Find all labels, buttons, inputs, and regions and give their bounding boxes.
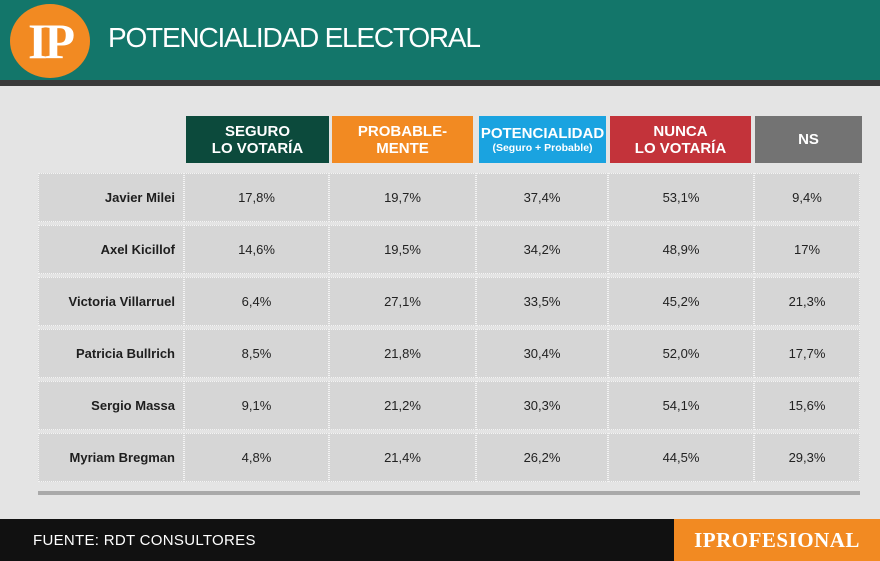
value-cell-potencialidad: 37,4% [476, 173, 608, 222]
value-cell-nunca: 54,1% [608, 381, 754, 430]
column-header-label: SEGURO [224, 122, 290, 140]
page-title: POTENCIALIDAD ELECTORAL [108, 22, 481, 53]
value-cell-ns: 15,6% [754, 381, 860, 430]
column-header-sublabel: (Seguro + Probable) [492, 141, 593, 154]
table-row: Javier Milei 17,8% 19,7% 37,4% 53,1% 9,4% [38, 173, 860, 224]
value-cell-probable: 21,4% [329, 433, 476, 482]
value-cell-probable: 19,7% [329, 173, 476, 222]
value-cell-seguro: 17,8% [184, 173, 329, 222]
header-banner [0, 0, 880, 80]
column-header-seguro: SEGURO LO VOTARÍA [186, 116, 329, 163]
value-cell-potencialidad: 33,5% [476, 277, 608, 326]
column-header-label: LO VOTARÍA [211, 139, 304, 157]
value-cell-nunca: 44,5% [608, 433, 754, 482]
table-row: Axel Kicillof 14,6% 19,5% 34,2% 48,9% 17% [38, 225, 860, 276]
table-row: Sergio Massa 9,1% 21,2% 30,3% 54,1% 15,6% [38, 381, 860, 432]
value-cell-seguro: 6,4% [184, 277, 329, 326]
column-header-label: POTENCIALIDAD [480, 124, 605, 142]
candidate-name: Javier Milei [38, 173, 184, 222]
candidate-name: Patricia Bullrich [38, 329, 184, 378]
value-cell-probable: 27,1% [329, 277, 476, 326]
value-cell-seguro: 8,5% [184, 329, 329, 378]
table-row: Myriam Bregman 4,8% 21,4% 26,2% 44,5% 29,3% [38, 433, 860, 484]
column-header-label: NUNCA [653, 122, 708, 140]
value-cell-potencialidad: 30,3% [476, 381, 608, 430]
value-cell-nunca: 48,9% [608, 225, 754, 274]
header-bar: IP POTENCIALIDAD ELECTORAL [0, 0, 880, 86]
table-bottom-rule [38, 491, 860, 495]
value-cell-probable: 19,5% [329, 225, 476, 274]
ip-logo: IP [10, 4, 90, 78]
brand-logo: IPROFESIONAL [674, 519, 880, 561]
value-cell-ns: 17% [754, 225, 860, 274]
value-cell-nunca: 53,1% [608, 173, 754, 222]
value-cell-ns: 9,4% [754, 173, 860, 222]
candidate-name: Sergio Massa [38, 381, 184, 430]
table-row: Patricia Bullrich 8,5% 21,8% 30,4% 52,0% 17,7… [38, 329, 860, 380]
value-cell-ns: 21,3% [754, 277, 860, 326]
value-cell-potencialidad: 26,2% [476, 433, 608, 482]
value-cell-nunca: 45,2% [608, 277, 754, 326]
value-cell-seguro: 9,1% [184, 381, 329, 430]
column-header-label: MENTE [376, 139, 429, 157]
column-header-potencialidad: POTENCIALIDAD (Seguro + Probable) [479, 116, 606, 163]
column-header-label: PROBABLE- [357, 122, 448, 140]
candidate-name: Axel Kicillof [38, 225, 184, 274]
column-header-label: LO VOTARÍA [634, 139, 727, 157]
column-header-probable: PROBABLE- MENTE [332, 116, 473, 163]
value-cell-seguro: 4,8% [184, 433, 329, 482]
column-header-ns: NS [755, 116, 862, 163]
table-row: Victoria Villarruel 6,4% 27,1% 33,5% 45,2% 21… [38, 277, 860, 328]
column-header-label: NS [798, 131, 819, 148]
value-cell-nunca: 52,0% [608, 329, 754, 378]
value-cell-potencialidad: 34,2% [476, 225, 608, 274]
source-label: FUENTE: RDT CONSULTORES [33, 532, 256, 549]
value-cell-ns: 29,3% [754, 433, 860, 482]
value-cell-potencialidad: 30,4% [476, 329, 608, 378]
value-cell-ns: 17,7% [754, 329, 860, 378]
candidate-name: Victoria Villarruel [38, 277, 184, 326]
value-cell-seguro: 14,6% [184, 225, 329, 274]
value-cell-probable: 21,2% [329, 381, 476, 430]
column-header-nunca: NUNCA LO VOTARÍA [610, 116, 751, 163]
footer-bar: FUENTE: RDT CONSULTORES IPROFESIONAL [0, 519, 880, 561]
candidate-name: Myriam Bregman [38, 433, 184, 482]
value-cell-probable: 21,8% [329, 329, 476, 378]
